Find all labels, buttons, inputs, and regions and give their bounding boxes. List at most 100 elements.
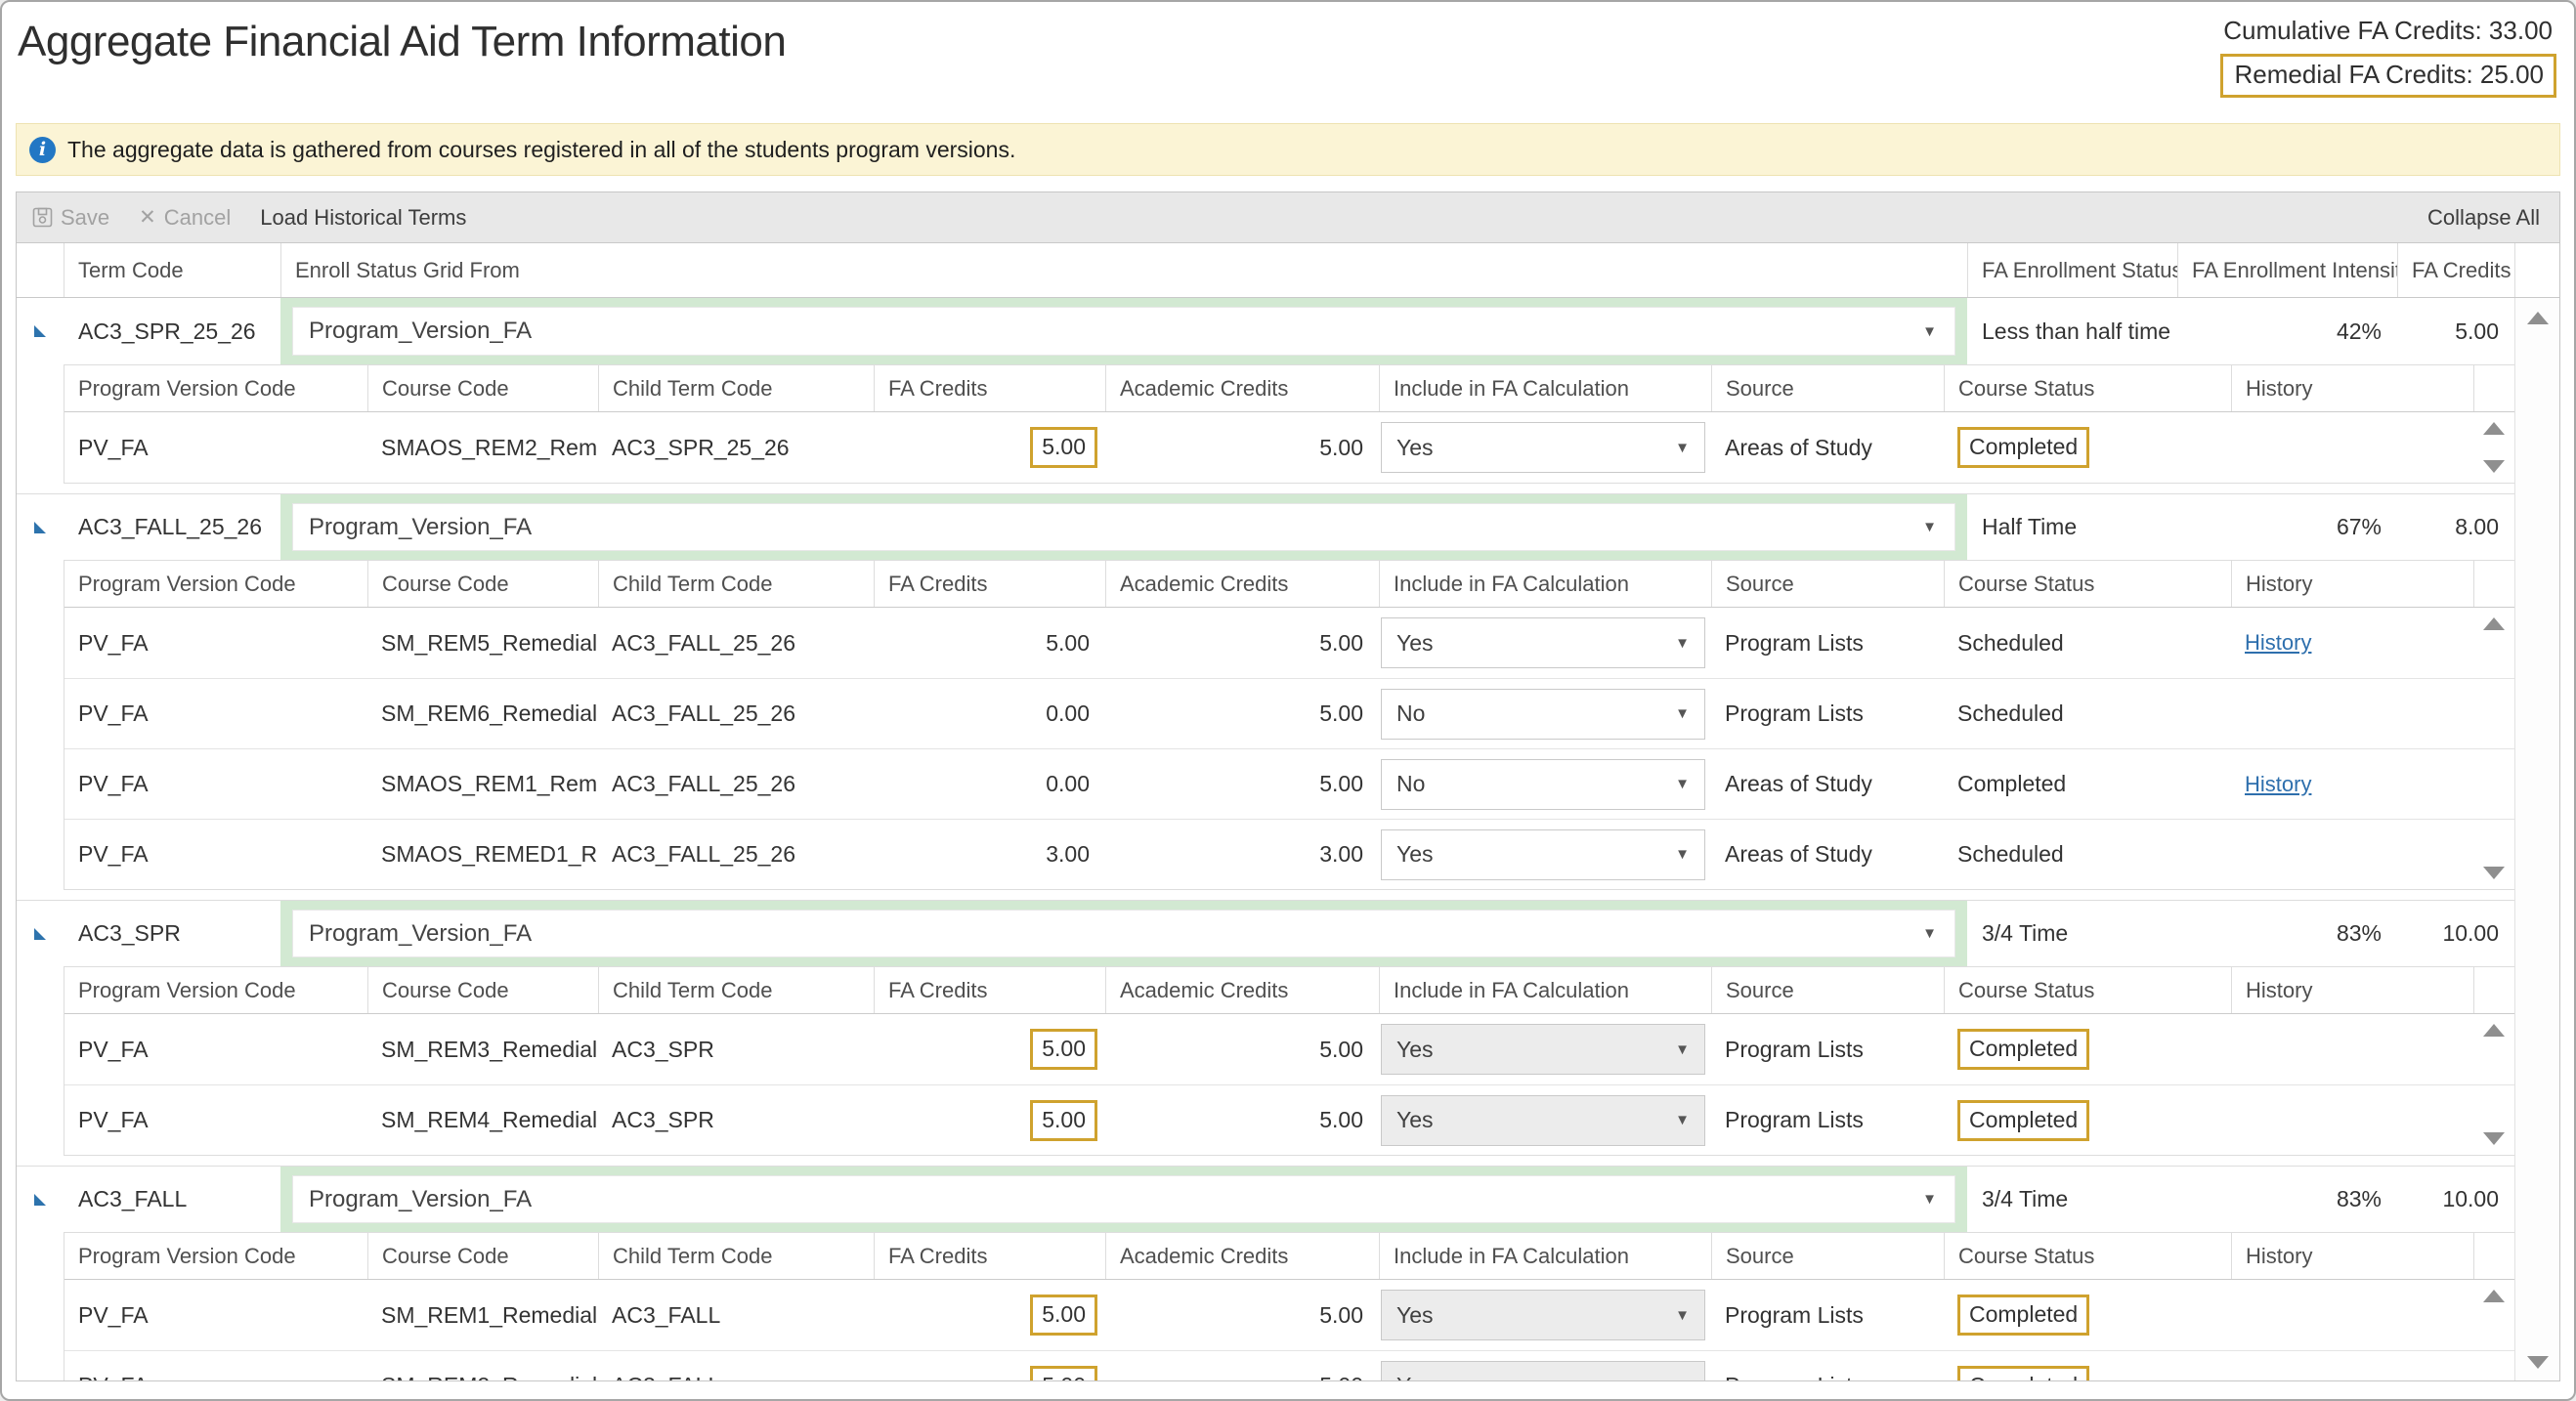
program-version-code-cell: PV_FA [64,1351,367,1380]
course-status-cell: Completed [1944,1085,2231,1155]
collapse-group-icon[interactable] [34,325,46,337]
scroll-down-icon[interactable] [2483,867,2505,879]
edited-status-badge: Completed [1957,1365,2090,1380]
subheader-source: Source [1711,365,1944,411]
fa-credits-cell: 5.00 [1046,629,1090,656]
page-header: Aggregate Financial Aid Term Information… [2,2,2574,111]
subheader-history: History [2231,365,2473,411]
fa-credits-cell: 3.00 [1046,841,1090,867]
scroll-down-icon[interactable] [2483,1132,2505,1145]
subheader-history: History [2231,967,2473,1013]
scroll-up-icon[interactable] [2483,1024,2505,1037]
collapse-group-icon[interactable] [34,927,46,940]
history-cell [2231,1351,2473,1380]
fa-credits-cell: 5.00 [874,412,1105,483]
credits-summary: Cumulative FA Credits: 33.00 Remedial FA… [2219,14,2556,98]
include-in-fa-dropdown[interactable]: Yes ▼ [1381,828,1705,880]
grid-scrollbar[interactable] [2514,298,2559,1380]
scroll-up-icon[interactable] [2526,312,2549,324]
history-cell [2231,412,2473,483]
history-link[interactable]: History [2245,771,2312,796]
chevron-down-icon: ▼ [1675,705,1690,722]
enroll-status-grid-from-cell: Program_Version_FA ▼ [280,298,1967,364]
grid-toolbar: Save ✕ Cancel Load Historical Terms Coll… [17,192,2559,243]
subheader-scroll-spacer [2473,561,2514,607]
chevron-down-icon: ▼ [1675,846,1690,863]
course-subgrid: Program Version Code Course Code Child T… [64,966,2514,1156]
header-term-code: Term Code [64,243,280,297]
enroll-status-dropdown[interactable]: Program_Version_FA ▼ [292,1175,1955,1223]
source-cell: Areas of Study [1725,841,1872,867]
load-historical-terms-button[interactable]: Load Historical Terms [260,205,466,231]
subheader-program-version-code: Program Version Code [78,977,296,1002]
program-version-code-cell: PV_FA [78,771,149,796]
edited-status-badge: Completed [1957,427,2090,468]
course-status-cell: Scheduled [1957,841,2064,867]
course-row: PV_FA SM_REM4_Remedial AC3_SPR 5.00 5.00… [64,1084,2514,1155]
enroll-status-dropdown[interactable]: Program_Version_FA ▼ [292,503,1955,551]
header-enroll-status-grid-from: Enroll Status Grid From [280,243,1967,297]
header-fa-enrollment-intensity: FA Enrollment Intensity [2177,243,2397,297]
include-in-fa-dropdown[interactable]: No ▼ [1381,688,1705,740]
info-banner-text: The aggregate data is gathered from cour… [67,136,1016,162]
include-in-fa-value: Yes [1396,434,1434,460]
fa-credits-cell: 5.00 [874,1280,1105,1350]
term-code-cell: AC3_SPR [78,920,181,946]
collapse-group-icon[interactable] [34,521,46,533]
include-in-fa-dropdown[interactable]: No ▼ [1381,758,1705,810]
course-status-cell: Scheduled [1957,700,2064,726]
academic-credits-cell: 5.00 [1319,771,1363,796]
child-term-code-cell: AC3_FALL [598,1351,874,1380]
include-in-fa-value: Yes [1396,1107,1434,1132]
include-in-fa-dropdown: Yes ▼ [1381,1290,1705,1340]
source-cell: Program Lists [1725,700,1864,726]
academic-credits-cell: 5.00 [1319,1107,1363,1132]
fa-enrollment-status-cell: 3/4 Time [1982,920,2069,946]
subheader-program-version-code: Program Version Code [78,571,296,596]
academic-credits-cell: 5.00 [1319,1036,1363,1062]
scroll-up-icon[interactable] [2483,617,2505,630]
subgrid-header-row: Program Version Code Course Code Child T… [64,561,2514,608]
program-version-code-cell: PV_FA [78,1107,149,1132]
fa-enrollment-intensity-cell: 67% [2336,514,2382,539]
source-cell: Program Lists [1725,1036,1864,1062]
collapse-all-button[interactable]: Collapse All [2427,205,2540,231]
scroll-down-icon[interactable] [2483,460,2505,473]
subheader-academic-credits: Academic Credits [1105,1233,1379,1279]
child-term-code-cell: AC3_SPR_25_26 [612,434,790,460]
include-in-fa-value: Yes [1396,841,1434,867]
source-cell: Program Lists [1725,1301,1864,1328]
child-term-code-cell: AC3_FALL_25_26 [612,841,795,867]
cancel-x-icon: ✕ [139,206,156,229]
subheader-fa-credits: FA Credits [874,967,1105,1013]
term-row: AC3_FALL_25_26 Program_Version_FA ▼ Half… [17,493,2514,560]
subheader-fa-credits: FA Credits [874,365,1105,411]
child-term-code-cell: AC3_SPR [612,1107,714,1132]
include-in-fa-dropdown[interactable]: Yes ▼ [1381,617,1705,668]
edited-value-badge: 5.00 [1030,427,1097,468]
subgrid-scroll-strip [2473,1085,2514,1155]
subheader-source: Source [1711,1233,1944,1279]
enroll-status-dropdown-value: Program_Version_FA [309,318,533,344]
term-detail: Program Version Code Course Code Child T… [17,1232,2514,1380]
scroll-down-icon[interactable] [2526,1356,2549,1369]
chevron-down-icon: ▼ [1675,776,1690,792]
scroll-up-icon[interactable] [2483,422,2505,435]
academic-credits-cell: 5.00 [1319,1301,1363,1328]
header-scroll-spacer [2514,243,2559,297]
include-in-fa-dropdown: Yes ▼ [1381,1360,1705,1380]
include-in-fa-dropdown[interactable]: Yes ▼ [1381,422,1705,473]
child-term-code-cell: AC3_FALL_25_26 [612,771,795,796]
enroll-status-dropdown[interactable]: Program_Version_FA ▼ [292,910,1955,957]
scroll-up-icon[interactable] [2483,1290,2505,1302]
enroll-status-dropdown[interactable]: Program_Version_FA ▼ [292,307,1955,356]
course-row: PV_FA SM_REM5_Remedial AC3_FALL_25_26 5.… [64,608,2514,678]
course-status-cell: Completed [1944,1014,2231,1084]
source-cell: Areas of Study [1725,771,1872,796]
collapse-group-icon[interactable] [34,1193,46,1206]
history-link[interactable]: History [2245,630,2312,655]
fa-enrollment-intensity-cell: 83% [2336,1186,2382,1211]
subheader-include-in-fa-calculation: Include in FA Calculation [1379,561,1711,607]
subheader-fa-credits: FA Credits [874,1233,1105,1279]
subgrid-scroll-strip [2473,1280,2514,1350]
